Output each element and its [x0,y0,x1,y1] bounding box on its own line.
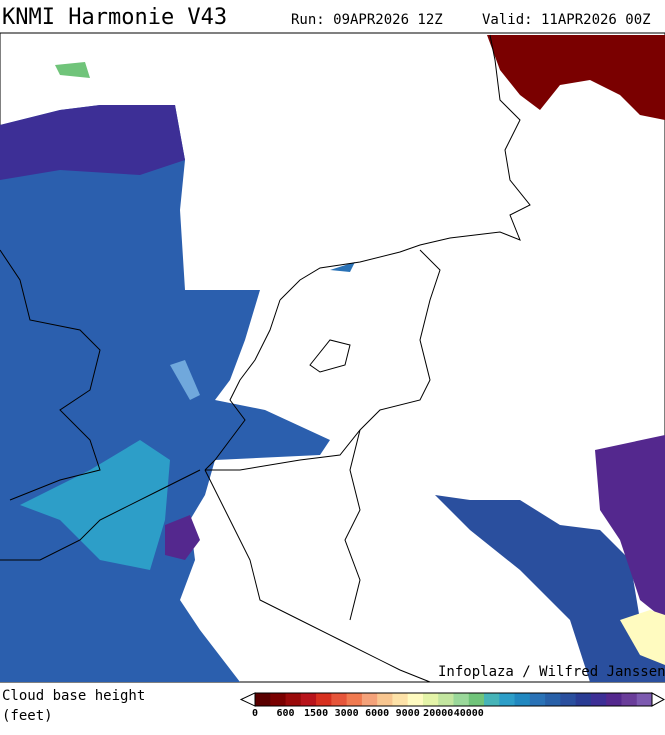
legend-label: (feet) [2,708,53,724]
colorbar-tick-label: 0 [252,708,258,719]
title: KNMI Harmonie V43 [2,5,227,30]
colorbar-frame [254,692,653,707]
colorbar-swatch [422,693,439,706]
colorbar-swatch [392,693,409,706]
colorbar-swatch [407,693,424,706]
colorbar-swatch [316,693,332,706]
colorbar-swatch [529,693,546,706]
cloud-area [620,610,665,665]
lake [309,339,351,373]
colorbar-swatch [270,693,287,706]
valid-time: Valid: 11APR2026 00Z [482,12,651,28]
colorbar-tick-label: 40000 [454,708,484,719]
colorbar-tick-label: 6000 [365,708,389,719]
coastline [204,299,281,471]
run-time: Run: 09APR2026 12Z [291,12,443,28]
colorbar-arrow [239,692,256,707]
cloud-area [487,35,665,120]
colorbar-tick-label: 3000 [335,708,359,719]
border [205,249,441,471]
colorbar-swatch [606,693,622,706]
coastlines [0,34,531,683]
legend-label: Cloud base height [2,688,145,704]
colorbar-swatch [377,693,393,706]
colorbar: 0 600 1500 3000 6000 9000 20000 40000 [239,692,665,719]
border [204,469,431,683]
colorbar-swatch [636,693,653,706]
colorbar-tick-label: 20000 [423,708,453,719]
colorbar-swatch [438,693,454,706]
cloud-area [55,62,90,78]
cloud-area [435,495,665,682]
colorbar-swatch [468,693,485,706]
colorbar-tick-label: 600 [277,708,295,719]
colorbar-arrow [651,692,665,707]
colorbar-swatch [590,693,607,706]
colorbar-swatch [361,693,378,706]
colorbar-swatch [621,693,638,706]
colorbar-swatch [453,693,470,706]
coastline [0,249,101,501]
map: Infoplaza / Wilfred Janssen [0,32,665,683]
cloud-area [330,262,355,272]
coastline [0,469,201,561]
colorbar-swatch [545,693,561,706]
cloud-area [0,105,185,180]
colorbar-swatch [300,693,317,706]
colorbar-swatch [285,693,302,706]
cloud-area [165,515,200,560]
colorbar-tick-label: 9000 [396,708,420,719]
cloud-area [170,360,200,400]
border [344,429,361,621]
colorbar-swatch [499,693,516,706]
colorbar-swatch [331,693,348,706]
cloud-area [20,440,170,570]
colorbar-swatch [346,693,363,706]
credit: Infoplaza / Wilfred Janssen [438,664,665,680]
colorbar-swatch [255,693,271,706]
cloud-area [595,435,665,620]
colorbar-swatch [575,693,592,706]
colorbar-swatch [514,693,531,706]
colorbar-tick-label: 1500 [304,708,328,719]
colorbar-swatch [560,693,577,706]
colorbar-swatch [484,693,500,706]
coastline [279,34,531,301]
